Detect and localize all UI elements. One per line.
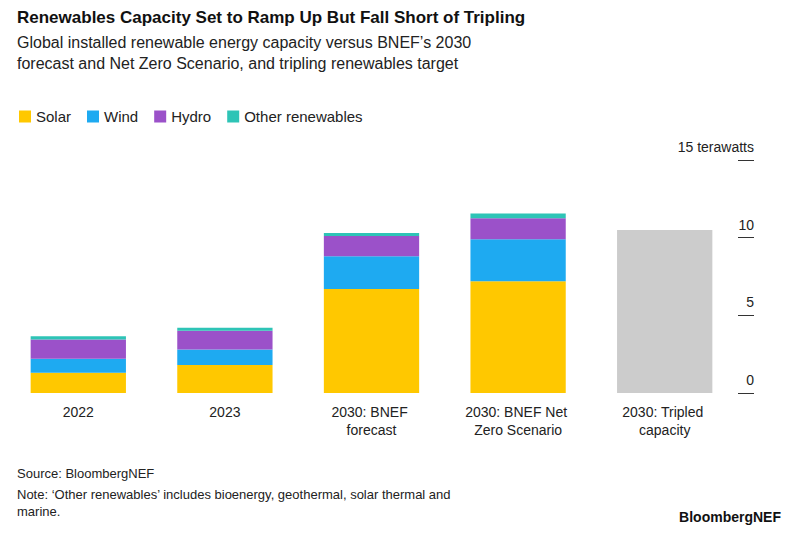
svg-text:Zero Scenario: Zero Scenario: [474, 422, 562, 438]
svg-text:Renewables Capacity Set to Ram: Renewables Capacity Set to Ramp Up But F…: [17, 8, 525, 27]
svg-text:Hydro: Hydro: [171, 108, 211, 125]
svg-text:capacity: capacity: [639, 422, 690, 438]
svg-text:2030: BNEF: 2030: BNEF: [331, 404, 411, 420]
svg-text:15 terawatts: 15 terawatts: [678, 139, 754, 155]
svg-text:forecast: forecast: [347, 422, 397, 438]
svg-text:Wind: Wind: [104, 108, 138, 125]
svg-text:Solar: Solar: [36, 108, 71, 125]
svg-text:Global installed renewable ene: Global installed renewable energy capaci…: [17, 34, 476, 51]
svg-text:5: 5: [746, 294, 754, 310]
svg-text:2022: 2022: [63, 404, 94, 420]
svg-text:2023: 2023: [209, 404, 240, 420]
svg-text:BloombergNEF: BloombergNEF: [679, 509, 781, 525]
svg-text:0: 0: [746, 372, 754, 388]
svg-text:Source: BloombergNEF: Source: BloombergNEF: [17, 466, 154, 481]
svg-text:forecast and Net Zero Scenario: forecast and Net Zero Scenario, and trip…: [17, 55, 459, 72]
svg-text:Other renewables: Other renewables: [244, 108, 362, 125]
svg-text:10: 10: [738, 217, 754, 233]
svg-text:marine.: marine.: [17, 504, 60, 519]
svg-text:2030: Tripled: 2030: Tripled: [622, 404, 707, 420]
svg-text:2030: BNEF Net: 2030: BNEF Net: [465, 404, 571, 420]
svg-text:Note: ‘Other renewables’ inclu: Note: ‘Other renewables’ includes bioene…: [17, 487, 454, 502]
